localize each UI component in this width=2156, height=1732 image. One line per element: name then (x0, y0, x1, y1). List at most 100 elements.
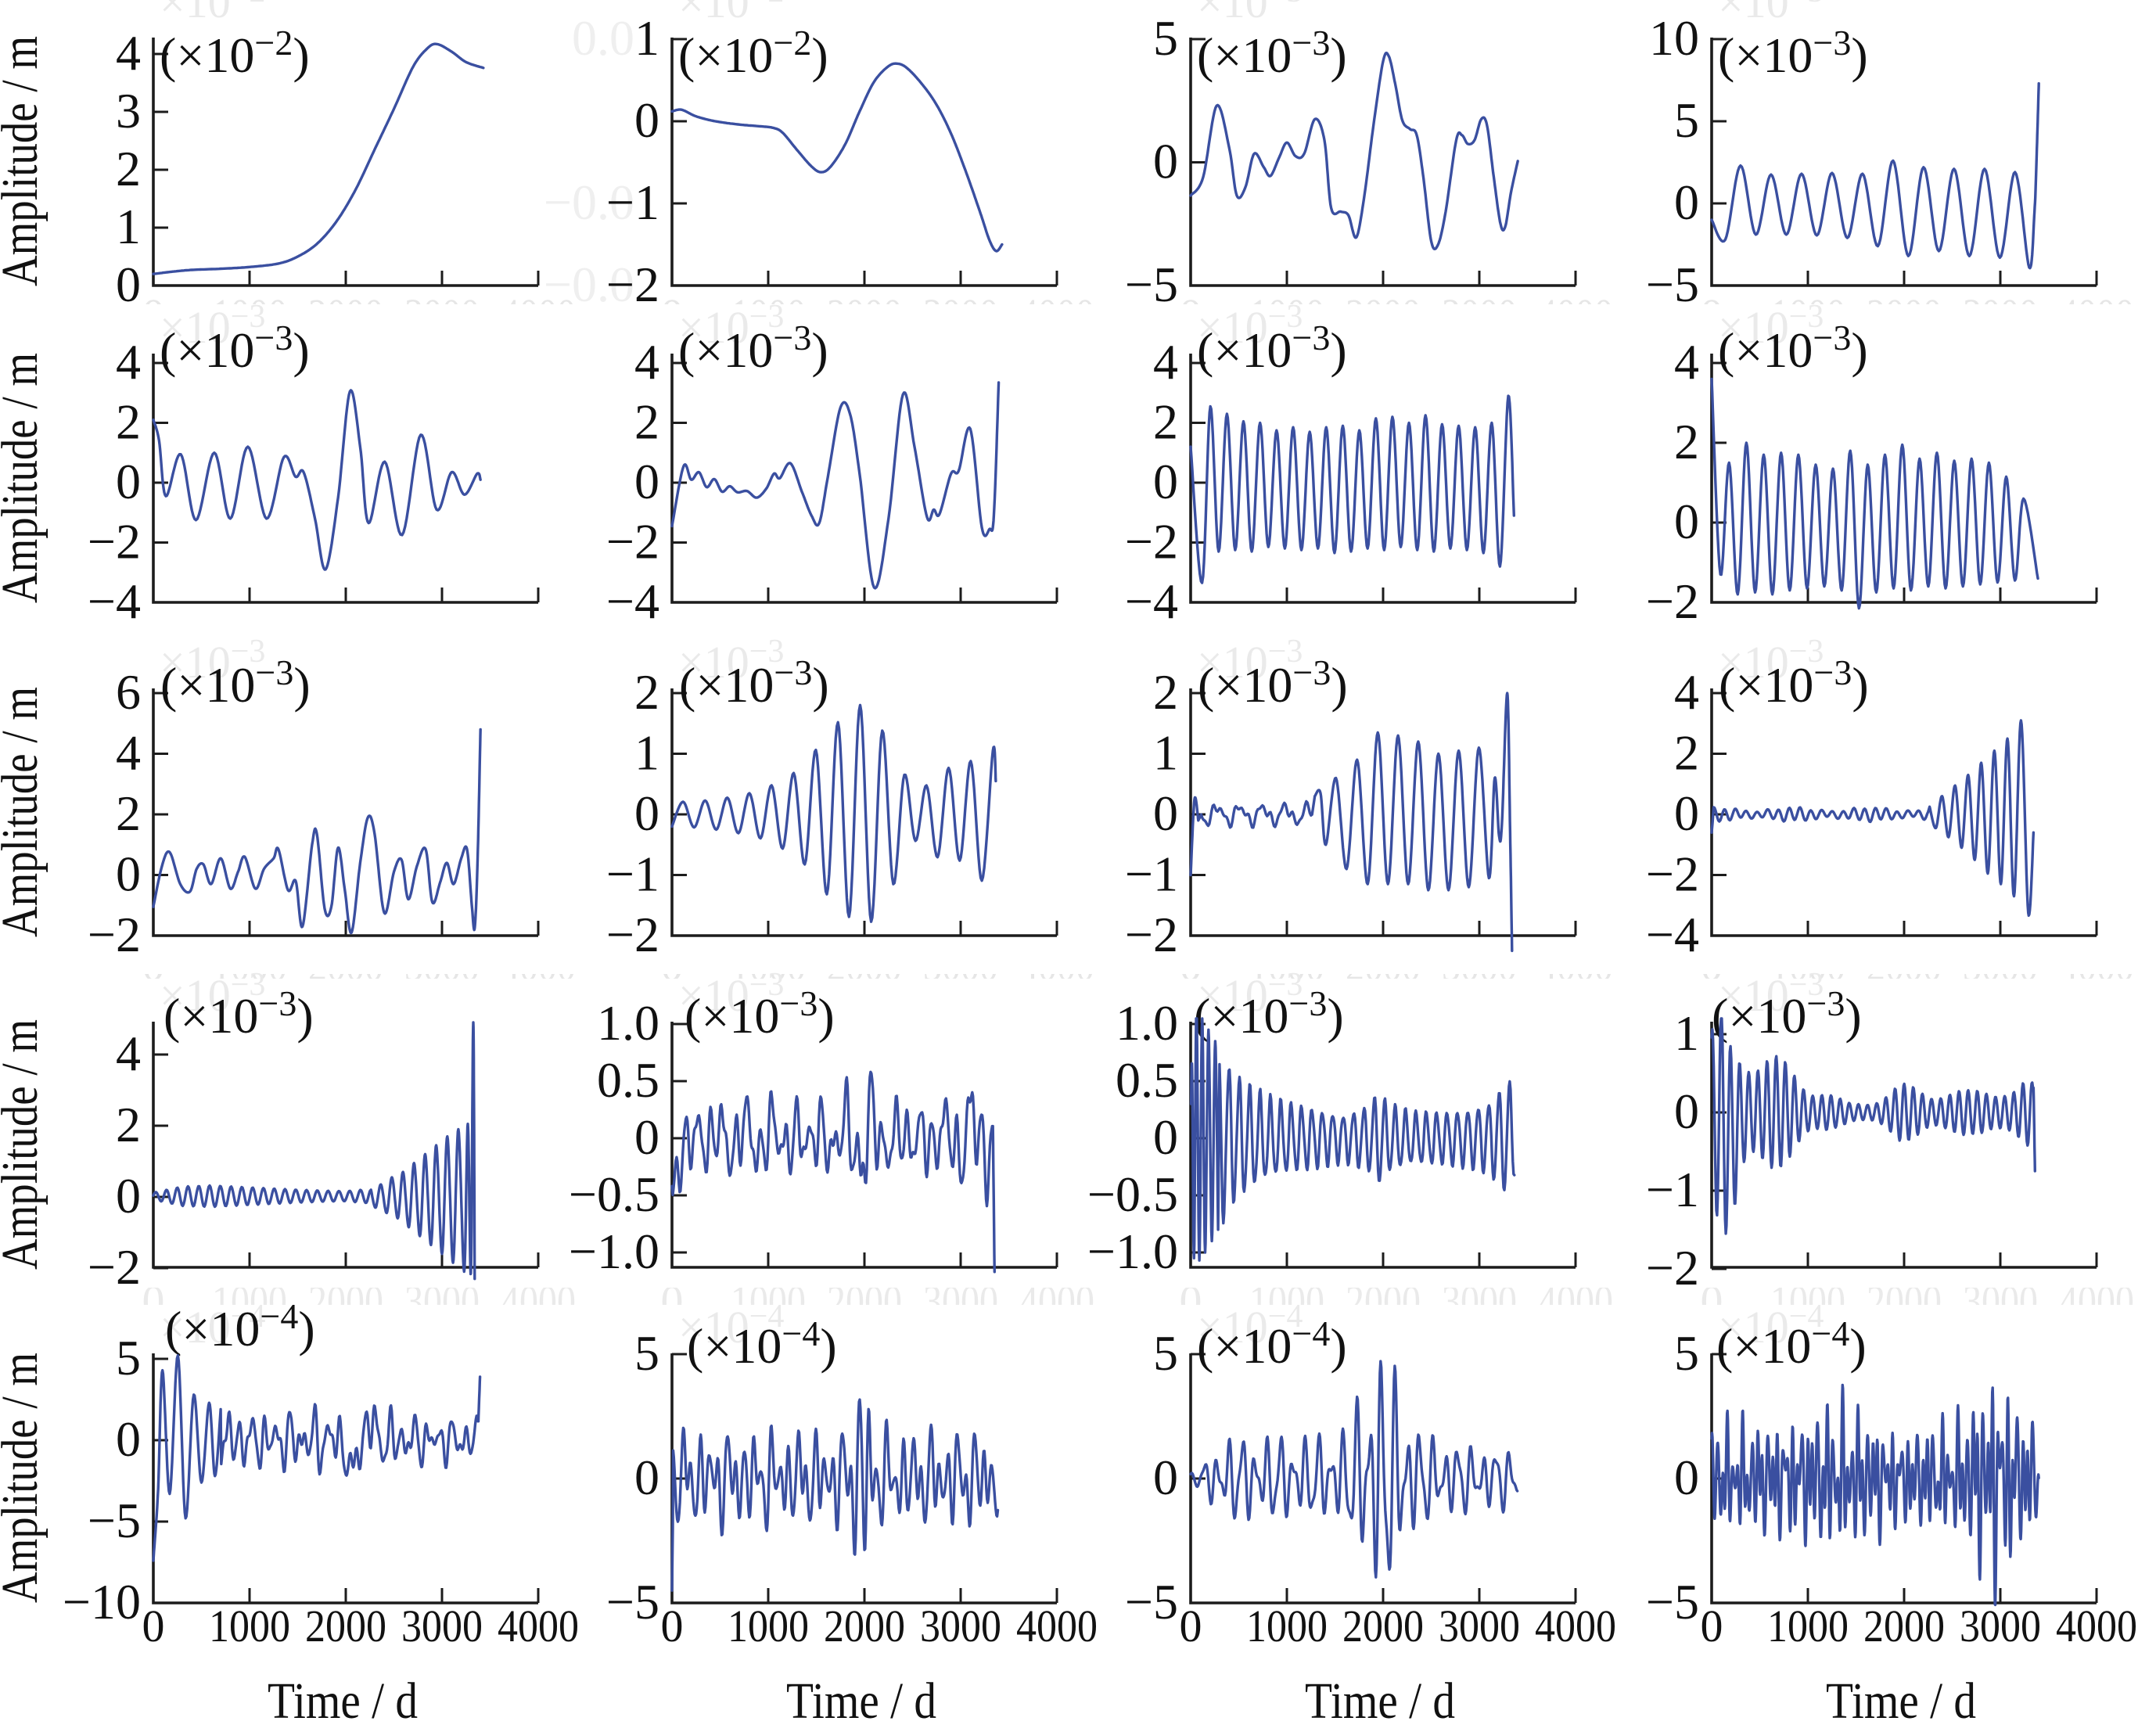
svg-text:0.01: 0.01 (572, 10, 659, 66)
svg-text:1000: 1000 (1249, 940, 1324, 990)
svg-text:0: 0 (634, 92, 659, 148)
svg-text:4000: 4000 (1538, 1276, 1613, 1327)
svg-text:3000: 3000 (404, 940, 480, 990)
svg-text:(×10−4): (×10−4) (165, 1296, 315, 1356)
svg-text:0: 0 (1153, 454, 1178, 509)
svg-text:−2: −2 (1125, 907, 1178, 962)
svg-text:0: 0 (142, 289, 165, 340)
svg-text:−5: −5 (1125, 257, 1178, 312)
svg-text:0: 0 (1180, 1601, 1202, 1651)
svg-text:1000: 1000 (1767, 1601, 1849, 1651)
svg-text:3000: 3000 (401, 1601, 483, 1651)
svg-text:1: 1 (634, 10, 659, 66)
svg-text:1.0: 1.0 (597, 995, 659, 1051)
svg-text:0: 0 (1701, 289, 1723, 340)
svg-text:−5: −5 (88, 1493, 141, 1548)
svg-text:2000: 2000 (308, 289, 383, 340)
svg-text:2: 2 (116, 785, 141, 841)
svg-text:4000: 4000 (2059, 1276, 2134, 1327)
svg-text:0: 0 (1674, 174, 1699, 230)
svg-text:1000: 1000 (212, 289, 287, 340)
svg-text:0: 0 (1674, 1083, 1699, 1139)
svg-text:4000: 4000 (501, 1276, 576, 1327)
svg-text:0: 0 (116, 454, 141, 509)
svg-text:1: 1 (1674, 1005, 1699, 1061)
svg-text:2000: 2000 (1346, 1276, 1421, 1327)
svg-text:2: 2 (116, 1097, 141, 1152)
svg-text:2: 2 (1153, 394, 1178, 450)
svg-text:1000: 1000 (212, 1276, 287, 1327)
svg-text:0: 0 (142, 940, 165, 990)
svg-text:−0.02: −0.02 (544, 257, 659, 312)
svg-text:(×10−3): (×10−3) (160, 652, 311, 713)
svg-text:Amplitude / m: Amplitude / m (0, 687, 49, 937)
svg-text:−4: −4 (1646, 907, 1699, 962)
svg-text:1000: 1000 (731, 1276, 806, 1327)
svg-text:4: 4 (116, 1026, 141, 1081)
svg-text:3000: 3000 (1442, 289, 1517, 340)
svg-text:4: 4 (1674, 664, 1699, 720)
svg-text:0: 0 (1674, 785, 1699, 841)
svg-text:(×10−3): (×10−3) (679, 652, 829, 713)
svg-text:(×10−3): (×10−3) (1718, 318, 1868, 378)
svg-text:Time / d: Time / d (1826, 1673, 1976, 1728)
svg-text:2000: 2000 (305, 1601, 386, 1651)
svg-text:2000: 2000 (1863, 1601, 1945, 1651)
svg-text:6: 6 (116, 664, 141, 720)
svg-text:3000: 3000 (1963, 1276, 2038, 1327)
svg-text:0: 0 (1153, 785, 1178, 841)
svg-text:2000: 2000 (1867, 940, 1942, 990)
svg-text:2000: 2000 (308, 940, 383, 990)
svg-text:4000: 4000 (1019, 289, 1094, 340)
svg-text:2000: 2000 (827, 289, 902, 340)
svg-text:Amplitude / m: Amplitude / m (0, 1019, 49, 1270)
svg-text:4000: 4000 (498, 1601, 579, 1651)
svg-text:1000: 1000 (731, 940, 806, 990)
svg-text:−2: −2 (1646, 573, 1699, 629)
svg-text:−5: −5 (1125, 1574, 1178, 1630)
svg-text:(×10−3): (×10−3) (678, 318, 828, 378)
svg-text:1000: 1000 (212, 940, 287, 990)
svg-text:0: 0 (116, 257, 141, 312)
svg-text:0: 0 (1180, 940, 1202, 990)
svg-text:−2: −2 (606, 257, 659, 312)
svg-text:(×10−4): (×10−4) (1716, 1313, 1867, 1374)
svg-text:2000: 2000 (827, 940, 902, 990)
svg-text:−2: −2 (88, 514, 141, 570)
svg-text:2: 2 (1674, 725, 1699, 781)
svg-text:1000: 1000 (1770, 940, 1845, 990)
svg-text:4000: 4000 (501, 940, 576, 990)
svg-text:2: 2 (634, 664, 659, 720)
svg-text:−1: −1 (606, 846, 659, 902)
svg-text:3: 3 (116, 83, 141, 138)
svg-text:0: 0 (634, 785, 659, 841)
svg-text:(×10−3): (×10−3) (1712, 983, 1862, 1044)
svg-text:4000: 4000 (1538, 940, 1613, 990)
svg-text:4000: 4000 (2056, 1601, 2137, 1651)
svg-text:2000: 2000 (824, 1601, 905, 1651)
svg-text:3000: 3000 (923, 1276, 998, 1327)
svg-text:5: 5 (634, 1325, 659, 1381)
svg-text:4000: 4000 (2059, 289, 2134, 340)
svg-text:1000: 1000 (1246, 1601, 1328, 1651)
svg-text:0: 0 (1674, 494, 1699, 549)
svg-text:Time / d: Time / d (268, 1673, 418, 1728)
svg-text:4: 4 (634, 334, 659, 390)
svg-text:1000: 1000 (209, 1601, 290, 1651)
svg-text:1000: 1000 (1249, 289, 1324, 340)
svg-text:−2: −2 (88, 1239, 141, 1295)
svg-text:(×10−4): (×10−4) (1197, 1313, 1347, 1374)
svg-text:0: 0 (116, 1411, 141, 1467)
svg-text:1000: 1000 (1249, 1276, 1324, 1327)
svg-text:(×10−3): (×10−3) (1718, 23, 1868, 83)
svg-text:−2: −2 (1646, 846, 1699, 902)
svg-text:2: 2 (116, 141, 141, 196)
svg-text:−1: −1 (606, 174, 659, 230)
svg-text:(×10−2): (×10−2) (160, 23, 310, 83)
svg-text:2000: 2000 (1342, 1601, 1424, 1651)
svg-text:2: 2 (116, 394, 141, 450)
svg-text:0: 0 (661, 1276, 684, 1327)
svg-text:3000: 3000 (1442, 1276, 1517, 1327)
svg-text:10: 10 (1649, 10, 1699, 66)
svg-text:(×10−3): (×10−3) (1198, 652, 1348, 713)
